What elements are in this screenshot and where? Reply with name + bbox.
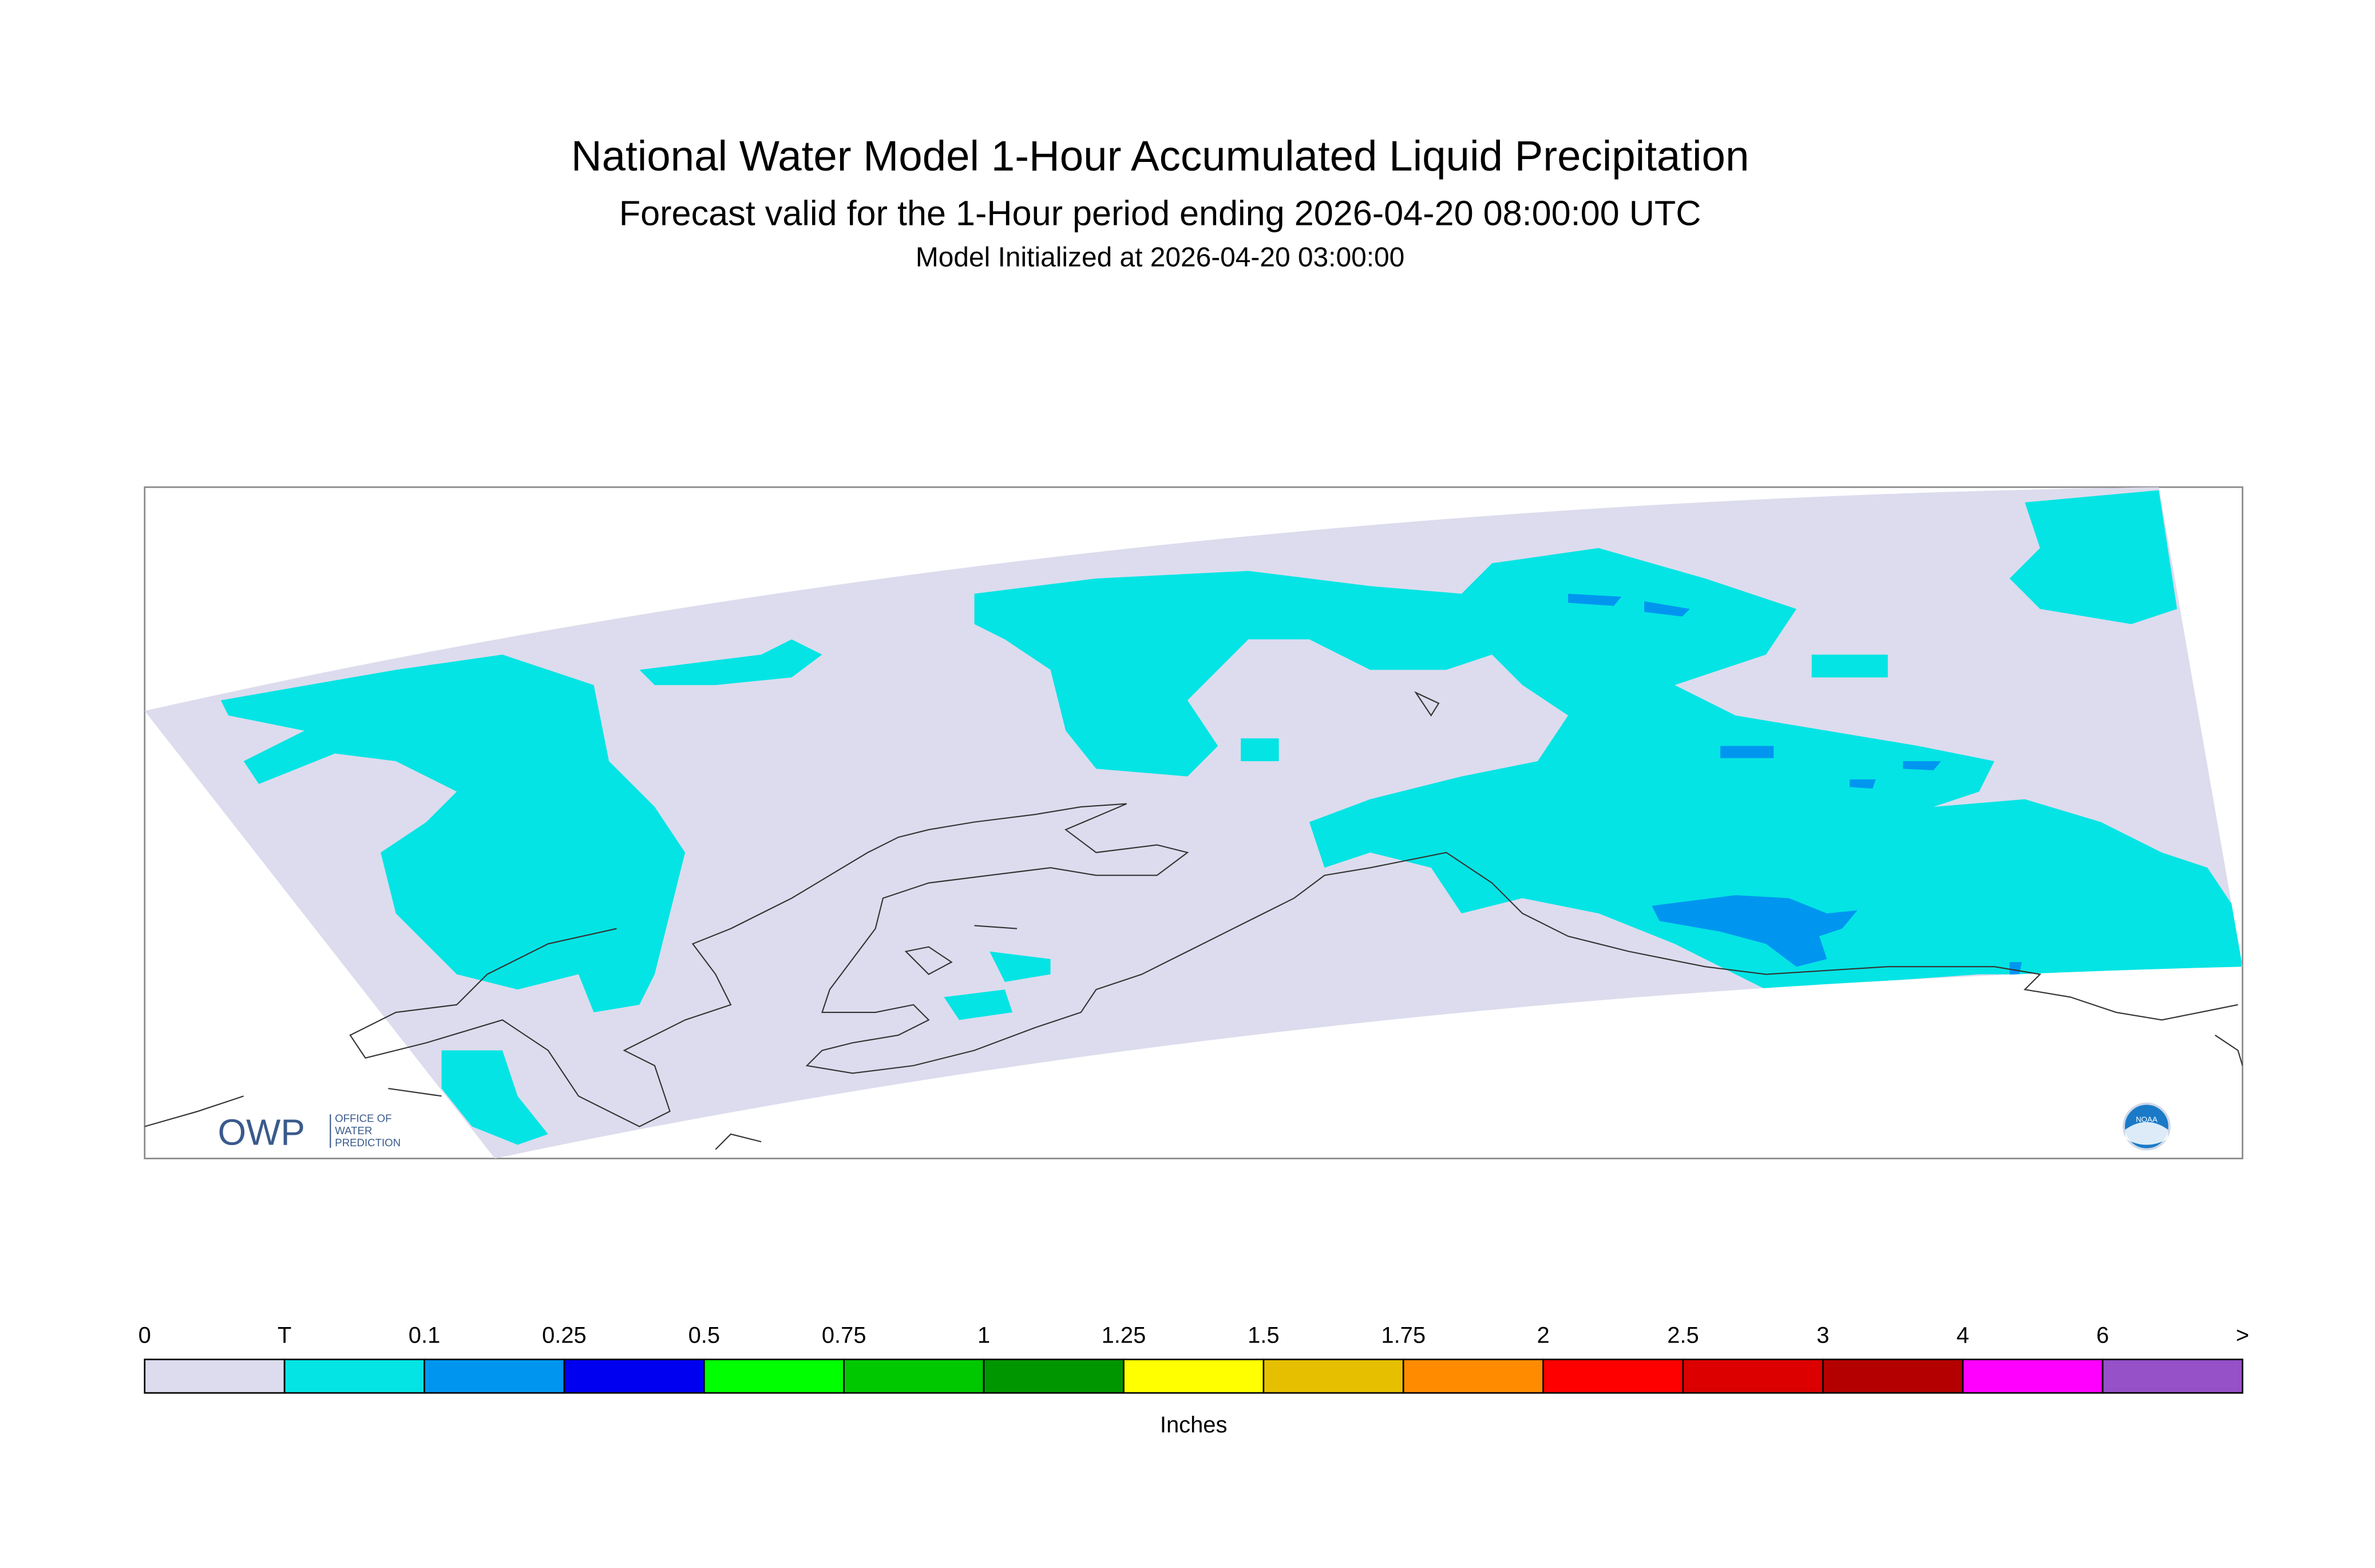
noaa-text: NOAA [2136, 1115, 2158, 1124]
legend-swatch [843, 1359, 985, 1394]
color-legend: 0 T 0.1 0.25 0.5 0.75 1 1.25 1.5 1.75 2 2.5 3 4 6 > [138, 1322, 2249, 1394]
legend-label: 0 [138, 1322, 151, 1348]
legend-label: 0.75 [822, 1322, 866, 1348]
legend-label: 0.1 [409, 1322, 440, 1348]
legend-label: 6 [2096, 1322, 2109, 1348]
init-time: Model Initialized at 2026-04-20 03:00:00 [916, 243, 1404, 273]
legend-swatch [1542, 1359, 1684, 1394]
precip-light [1568, 593, 2022, 977]
legend-swatch [144, 1359, 286, 1394]
legend-label: > [2236, 1322, 2249, 1348]
legend-label: 0.25 [542, 1322, 587, 1348]
legend-label: 2.5 [1667, 1322, 1699, 1348]
legend-label: 1.75 [1381, 1322, 1426, 1348]
legend-swatch [1822, 1359, 1964, 1394]
legend-swatch [703, 1359, 845, 1394]
legend-label: 4 [1957, 1322, 1969, 1348]
owp-logo: OWP OFFICE OF WATER PREDICTION [217, 1111, 401, 1153]
legend-swatch [1682, 1359, 1824, 1394]
map-panel: OWP OFFICE OF WATER PREDICTION NOAA [144, 486, 2243, 1159]
noaa-emblem-wave [2125, 1122, 2168, 1145]
precip-trace [220, 490, 2243, 1145]
legend-label: 1.25 [1102, 1322, 1146, 1348]
legend-label: 1 [977, 1322, 990, 1348]
subtitle: Forecast valid for the 1-Hour period end… [619, 194, 1701, 233]
legend-label: 1.5 [1248, 1322, 1279, 1348]
coastlines [144, 691, 2243, 1150]
legend-swatch [423, 1359, 565, 1394]
legend-swatch [563, 1359, 705, 1394]
legend-swatch [1262, 1359, 1404, 1394]
legend-label: 2 [1537, 1322, 1550, 1348]
owp-logo-line: PREDICTION [335, 1137, 401, 1149]
legend-swatch [1962, 1359, 2104, 1394]
legend-label: 0.5 [688, 1322, 720, 1348]
legend-swatch [1123, 1359, 1265, 1394]
legend-label: T [278, 1322, 291, 1348]
noaa-logo: NOAA [2123, 1102, 2171, 1151]
title: National Water Model 1-Hour Accumulated … [571, 132, 1749, 180]
legend-swatch [2101, 1359, 2243, 1394]
legend-swatch [1402, 1359, 1544, 1394]
owp-logo-text: OWP [217, 1111, 304, 1153]
legend-unit: Inches [1160, 1412, 1228, 1438]
legend-swatch [983, 1359, 1125, 1394]
owp-logo-line: OFFICE OF [335, 1112, 391, 1124]
owp-logo-line: WATER [335, 1124, 372, 1137]
legend-swatch [283, 1359, 425, 1394]
legend-label: 3 [1816, 1322, 1829, 1348]
